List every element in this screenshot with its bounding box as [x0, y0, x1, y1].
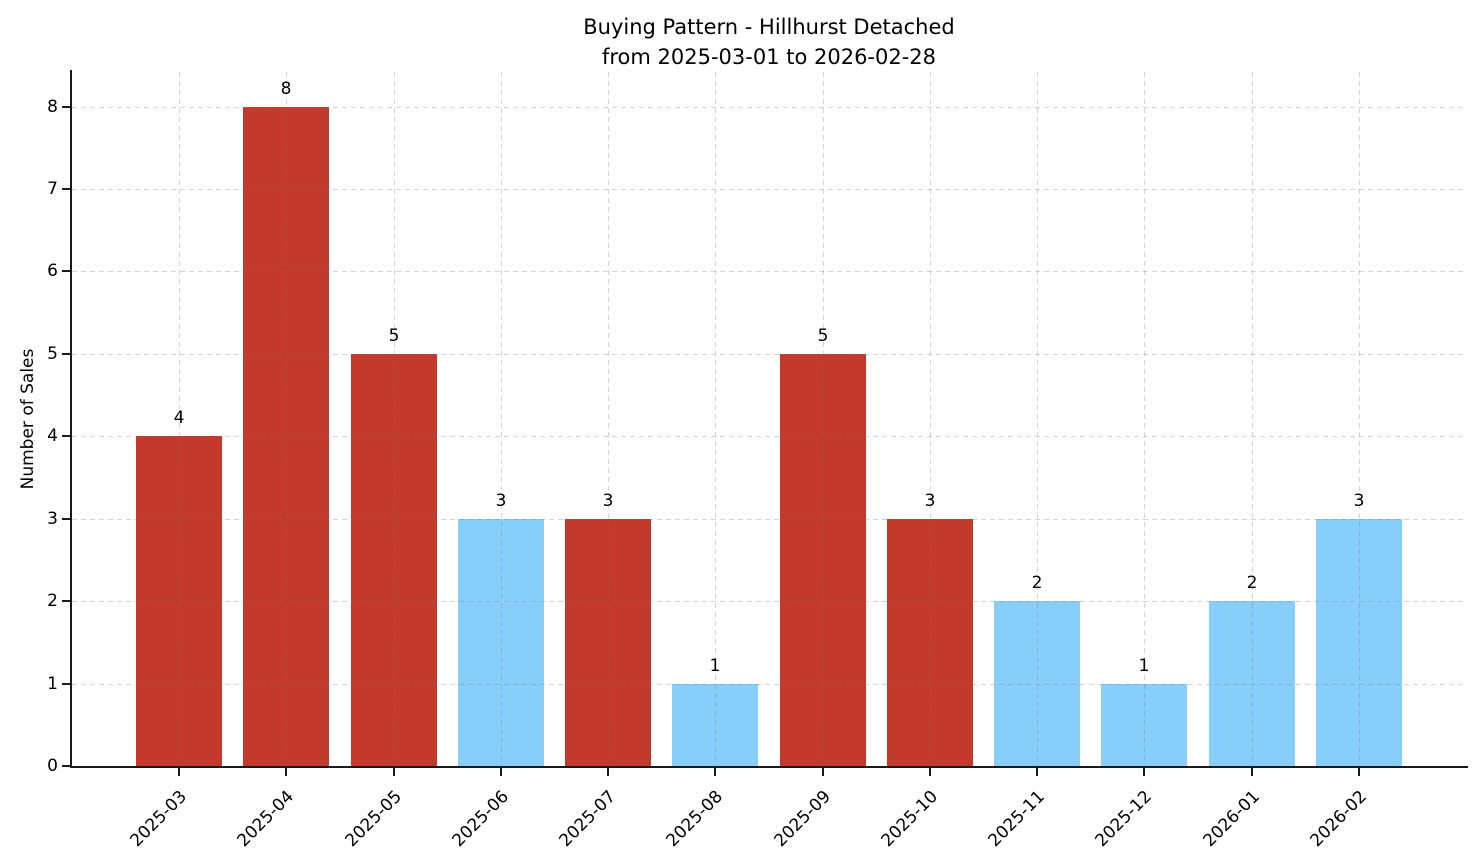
bar-value-label-2025-03: 4: [173, 408, 185, 428]
gridline-v-2025-05: [394, 72, 395, 766]
gridline-v-2025-06: [501, 72, 502, 766]
gridline-h-7: [72, 189, 1466, 190]
gridline-v-2025-12: [1144, 72, 1145, 766]
x-tick-mark-2025-04: [285, 768, 287, 776]
y-tick-mark-1: [62, 683, 70, 685]
x-tick-mark-2025-03: [178, 768, 180, 776]
y-tick-label-1: 1: [47, 674, 58, 694]
x-tick-mark-2025-10: [929, 768, 931, 776]
y-tick-label-0: 0: [47, 756, 58, 776]
bar-2025-04: [243, 107, 329, 766]
bar-2025-09: [780, 354, 866, 766]
bar-value-label-2025-04: 8: [280, 79, 292, 99]
y-tick-label-5: 5: [47, 344, 58, 364]
y-tick-mark-8: [62, 106, 70, 108]
bar-2025-10: [887, 519, 973, 766]
y-tick-mark-5: [62, 353, 70, 355]
x-tick-mark-2025-07: [607, 768, 609, 776]
bar-2026-01: [1209, 601, 1295, 766]
bar-value-label-2026-01: 2: [1246, 573, 1258, 593]
bar-2025-11: [994, 601, 1080, 766]
y-tick-mark-2: [62, 600, 70, 602]
gridline-h-1: [72, 684, 1466, 685]
bar-2025-03: [136, 436, 222, 766]
x-tick-label-2026-02: 2026-02: [1136, 786, 1370, 851]
gridline-v-2025-07: [608, 72, 609, 766]
x-tick-mark-2025-08: [714, 768, 716, 776]
y-tick-label-6: 6: [47, 261, 58, 281]
bar-value-label-2025-08: 1: [709, 656, 721, 676]
bar-2025-07: [565, 519, 651, 766]
bar-2026-02: [1316, 519, 1402, 766]
gridline-h-4: [72, 436, 1466, 437]
y-tick-label-7: 7: [47, 179, 58, 199]
y-tick-mark-4: [62, 435, 70, 437]
bar-value-label-2025-09: 5: [817, 326, 829, 346]
gridline-h-6: [72, 271, 1466, 272]
x-tick-label-text-2026-02: 2026-02: [1306, 786, 1371, 852]
gridline-h-2: [72, 601, 1466, 602]
y-tick-label-4: 4: [47, 426, 58, 446]
y-tick-mark-7: [62, 188, 70, 190]
gridline-v-2025-11: [1037, 72, 1038, 766]
bar-value-label-2025-12: 1: [1138, 656, 1150, 676]
bar-2025-06: [458, 519, 544, 766]
bar-2025-08: [672, 684, 758, 766]
x-tick-mark-2026-01: [1251, 768, 1253, 776]
gridline-v-2025-09: [823, 72, 824, 766]
bar-2025-12: [1101, 684, 1187, 766]
bar-value-label-2025-10: 3: [924, 491, 936, 511]
gridline-h-8: [72, 107, 1466, 108]
bar-value-label-2025-05: 5: [388, 326, 400, 346]
bar-value-label-2026-02: 3: [1353, 491, 1365, 511]
gridline-v-2025-10: [930, 72, 931, 766]
y-tick-mark-0: [62, 765, 70, 767]
gridline-v-2026-02: [1359, 72, 1360, 766]
bar-2025-05: [351, 354, 437, 766]
y-tick-label-2: 2: [47, 591, 58, 611]
x-tick-mark-2025-12: [1143, 768, 1145, 776]
x-tick-mark-2025-09: [822, 768, 824, 776]
chart-title-line1: Buying Pattern - Hillhurst Detached: [583, 15, 955, 39]
gridline-v-2025-08: [715, 72, 716, 766]
y-tick-mark-3: [62, 518, 70, 520]
gridline-v-2025-03: [179, 72, 180, 766]
x-tick-mark-2026-02: [1358, 768, 1360, 776]
x-tick-mark-2025-05: [393, 768, 395, 776]
bar-value-label-2025-11: 2: [1031, 573, 1043, 593]
x-axis-spine: [70, 766, 1468, 768]
gridline-v-2026-01: [1252, 72, 1253, 766]
x-tick-mark-2025-11: [1036, 768, 1038, 776]
x-tick-mark-2025-06: [500, 768, 502, 776]
chart-title: Buying Pattern - Hillhurst Detached from…: [72, 12, 1466, 72]
gridline-v-2025-04: [286, 72, 287, 766]
gridline-h-3: [72, 519, 1466, 520]
chart-title-line2: from 2025-03-01 to 2026-02-28: [601, 45, 937, 69]
y-tick-label-3: 3: [47, 509, 58, 529]
gridline-h-5: [72, 354, 1466, 355]
bar-value-label-2025-07: 3: [602, 491, 614, 511]
y-tick-mark-6: [62, 270, 70, 272]
y-axis-spine: [70, 70, 72, 768]
y-tick-label-8: 8: [47, 97, 58, 117]
bar-value-label-2025-06: 3: [495, 491, 507, 511]
